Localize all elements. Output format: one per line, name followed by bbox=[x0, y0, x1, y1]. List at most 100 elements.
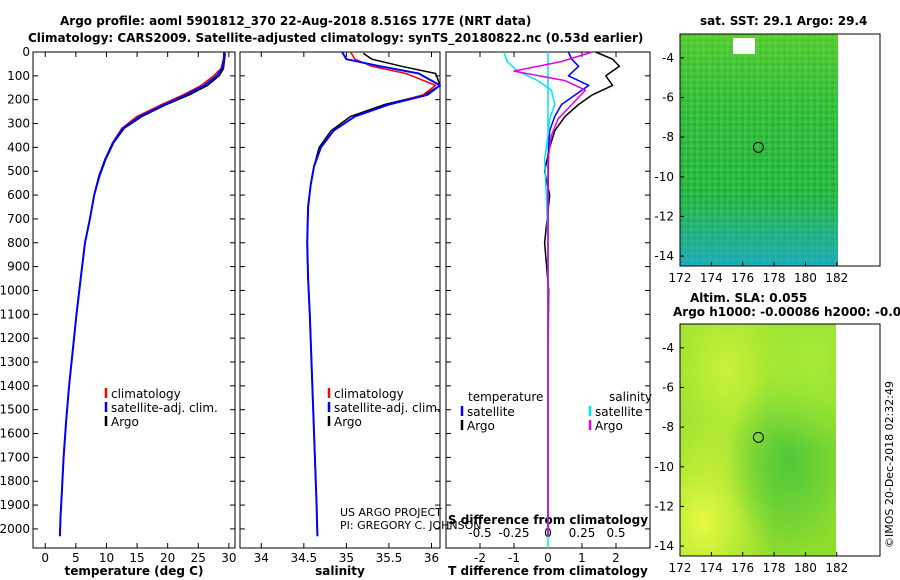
sst-map-xtick-label: 172 bbox=[669, 271, 692, 285]
depth-tick-label: 700 bbox=[7, 212, 30, 226]
salinity-xtick-label: 35 bbox=[339, 551, 354, 565]
temperature-xtick-label: 20 bbox=[160, 551, 175, 565]
sst-map-land-gap bbox=[733, 38, 755, 54]
depth-tick-label: 200 bbox=[7, 93, 30, 107]
sst-map-shading bbox=[680, 34, 838, 266]
difference-legend-salinity-label: Argo bbox=[595, 419, 623, 433]
depth-tick-label: 500 bbox=[7, 164, 30, 178]
temperature-xtick-label: 15 bbox=[129, 551, 144, 565]
depth-tick-label: 600 bbox=[7, 188, 30, 202]
sla-map-ytick-label: -14 bbox=[654, 539, 674, 553]
difference-legend-temperature-label: Argo bbox=[467, 419, 495, 433]
figure-titles: Argo profile: aoml 5901812_370 22-Aug-20… bbox=[28, 14, 643, 46]
sla-map-ytick-label: -4 bbox=[662, 341, 674, 355]
salinity-xtick-label: 36 bbox=[424, 551, 439, 565]
sst-map-ytick-label: -8 bbox=[662, 130, 674, 144]
imos-credit: ©IMOS 20-Dec-2018 02:32:49 bbox=[883, 381, 896, 548]
sla-map-title: Altim. SLA: 0.055 bbox=[690, 291, 807, 305]
pi-credit: PI: GREGORY C. JOHNSON bbox=[340, 519, 481, 532]
temperature-legend-label: satellite-adj. clim. bbox=[111, 401, 218, 415]
salinity-frame bbox=[239, 51, 441, 549]
difference-legend-temperature-label: satellite bbox=[467, 405, 515, 419]
sst-map-xtick-label: 174 bbox=[700, 271, 723, 285]
sst-map-ytick-label: -14 bbox=[654, 249, 674, 263]
difference-xtick-label: 2 bbox=[612, 551, 620, 565]
sla-map-xtick-label: 176 bbox=[731, 561, 754, 575]
sst-map-ytick-label: -10 bbox=[654, 170, 674, 184]
project-credit: US ARGO PROJECT bbox=[340, 506, 442, 519]
depth-tick-label: 1800 bbox=[0, 474, 30, 488]
depth-tick-label: 0 bbox=[22, 45, 30, 59]
temperature-xlabel: temperature (deg C) bbox=[65, 564, 204, 578]
depth-tick-label: 100 bbox=[7, 69, 30, 83]
salinity-series-satellite-adj-clim- bbox=[306, 51, 441, 537]
temperature-xtick-label: 10 bbox=[99, 551, 114, 565]
salinity-xtick-label: 34 bbox=[254, 551, 269, 565]
temperature-xtick-label: 25 bbox=[191, 551, 206, 565]
sla-map-ytick-label: -8 bbox=[662, 420, 674, 434]
salinity-xlabel: salinity bbox=[315, 564, 365, 578]
sla-map-xtick-label: 182 bbox=[825, 561, 848, 575]
difference-legend-salinity-label: satellite bbox=[595, 405, 643, 419]
sla-map-argo-marker bbox=[752, 431, 764, 443]
temperature-xtick-label: 30 bbox=[221, 551, 236, 565]
difference-xtick-label: -2 bbox=[474, 551, 486, 565]
temperature-xtick-label: 5 bbox=[72, 551, 80, 565]
difference-xlabel: T difference from climatology bbox=[448, 564, 648, 578]
salinity-diff-tick-label: 0.5 bbox=[606, 526, 625, 540]
sla-map-panel: Altim. SLA: 0.055 Argo h1000: -0.00086 h… bbox=[654, 291, 900, 575]
sst-map-xtick-label: 180 bbox=[794, 271, 817, 285]
difference-xtick-label: 0 bbox=[544, 551, 552, 565]
sla-map-xtick-label: 180 bbox=[794, 561, 817, 575]
sst-map-ytick-label: -12 bbox=[654, 209, 674, 223]
depth-tick-label: 300 bbox=[7, 117, 30, 131]
difference-panel: -2 -1 0 1 2T difference from climatology -0.5… bbox=[445, 51, 652, 578]
sla-map-ytick-label: -12 bbox=[654, 499, 674, 513]
temperature-series-satellite-adj-clim- bbox=[58, 52, 225, 537]
salinity-diff-tick-label: -0.25 bbox=[498, 526, 529, 540]
temperature-panel: 0100200300400500600700800900100011001200… bbox=[0, 45, 237, 578]
sst-map-edge bbox=[838, 34, 840, 266]
sst-map-frame bbox=[679, 33, 881, 267]
depth-tick-label: 1900 bbox=[0, 498, 30, 512]
depth-tick-label: 800 bbox=[7, 236, 30, 250]
title-line-1: Argo profile: aoml 5901812_370 22-Aug-20… bbox=[60, 14, 531, 29]
depth-tick-label: 400 bbox=[7, 140, 30, 154]
difference-xtick-label: 1 bbox=[578, 551, 586, 565]
sla-map-subtitle: Argo h1000: -0.00086 h2000: -0.013 bbox=[673, 305, 900, 319]
salinity-xtick-label: 35.5 bbox=[376, 551, 403, 565]
credits: US ARGO PROJECT PI: GREGORY C. JOHNSON ©… bbox=[340, 381, 896, 548]
temperature-xtick-label: 0 bbox=[41, 551, 49, 565]
title-line-2: Climatology: CARS2009. Satellite-adjuste… bbox=[28, 31, 643, 46]
sst-map-ytick-label: -6 bbox=[662, 90, 674, 104]
salinity-xtick-label: 34.5 bbox=[290, 551, 317, 565]
sla-map-ytick-label: -6 bbox=[662, 380, 674, 394]
salinity-legend-label: climatology bbox=[334, 387, 404, 401]
sst-map-title: sat. SST: 29.1 Argo: 29.4 bbox=[700, 14, 867, 28]
depth-tick-label: 1400 bbox=[0, 379, 30, 393]
difference-xtick-label: -1 bbox=[508, 551, 520, 565]
salinity-legend-label: satellite-adj. clim. bbox=[334, 401, 441, 415]
sst-map-argo-marker bbox=[752, 141, 764, 153]
temperature-legend-label: climatology bbox=[111, 387, 181, 401]
difference-legend-salinity-title: salinity bbox=[609, 390, 652, 404]
sla-map-shade-4 bbox=[680, 324, 836, 556]
difference-legend-temperature-title: temperature bbox=[468, 390, 543, 404]
salinity-panel: 34 34.5 35 35.5 36 salinity climatologysatelli… bbox=[239, 51, 441, 578]
depth-tick-label: 1500 bbox=[0, 403, 30, 417]
depth-tick-label: 1700 bbox=[0, 450, 30, 464]
depth-tick-label: 1200 bbox=[0, 331, 30, 345]
sla-map-frame bbox=[679, 323, 881, 557]
sst-map-xtick-label: 178 bbox=[763, 271, 786, 285]
salinity-diff-tick-label: 0.25 bbox=[569, 526, 596, 540]
depth-tick-label: 900 bbox=[7, 260, 30, 274]
sst-map-panel: sat. SST: 29.1 Argo: 29.4 172 174 176 178 18… bbox=[654, 14, 881, 285]
salinity-diff-tick-label: -0.5 bbox=[468, 526, 491, 540]
sla-map-xtick-label: 178 bbox=[763, 561, 786, 575]
depth-tick-label: 2000 bbox=[0, 522, 30, 536]
sst-map-xtick-label: 176 bbox=[731, 271, 754, 285]
sst-map-xtick-label: 182 bbox=[825, 271, 848, 285]
sla-map-ytick-label: -10 bbox=[654, 460, 674, 474]
depth-tick-label: 1600 bbox=[0, 427, 30, 441]
